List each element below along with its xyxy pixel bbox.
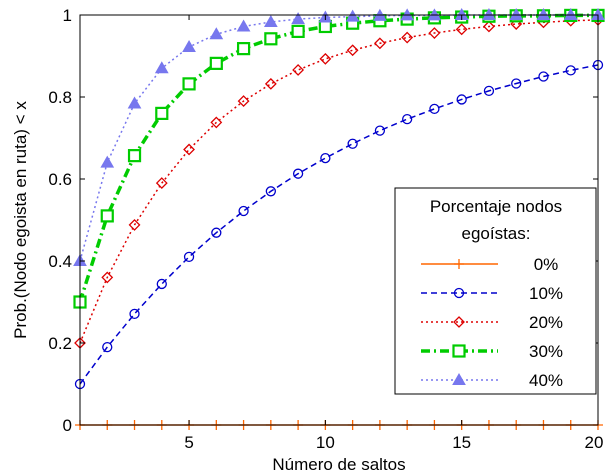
data-point bbox=[483, 20, 495, 33]
data-point bbox=[373, 37, 386, 50]
legend-label: 30% bbox=[529, 342, 563, 361]
data-point bbox=[100, 209, 114, 223]
data-point bbox=[428, 27, 441, 39]
series-line bbox=[79, 14, 598, 262]
data-point bbox=[264, 77, 277, 90]
data-point bbox=[155, 177, 168, 190]
series-circle bbox=[74, 59, 604, 390]
legend-entry: 10% bbox=[421, 284, 563, 303]
legend-label: 40% bbox=[529, 371, 563, 390]
data-point bbox=[265, 186, 276, 197]
legend-entry: 20% bbox=[421, 313, 563, 332]
data-point bbox=[101, 271, 114, 284]
data-point bbox=[347, 138, 358, 149]
data-point bbox=[563, 7, 578, 20]
data-point bbox=[263, 14, 278, 27]
data-point bbox=[210, 116, 223, 129]
data-point bbox=[456, 94, 467, 105]
legend-label: 20% bbox=[529, 313, 563, 332]
x-tick-label: 10 bbox=[316, 433, 335, 452]
data-point bbox=[183, 251, 195, 263]
data-point bbox=[102, 341, 113, 353]
data-point bbox=[211, 227, 222, 238]
legend-title-line-1: Porcentaje nodos bbox=[430, 197, 562, 216]
y-tick-label: 0.4 bbox=[48, 252, 72, 271]
data-point bbox=[236, 19, 251, 32]
legend-box bbox=[394, 187, 597, 395]
data-point bbox=[237, 95, 250, 108]
y-axis-label: Prob.(Nodo egoista en ruta) < x bbox=[11, 101, 30, 339]
legend-marker bbox=[453, 287, 465, 299]
data-point bbox=[236, 42, 251, 56]
legend-entry: 40% bbox=[421, 371, 563, 390]
y-tick-label: 0.6 bbox=[48, 170, 72, 189]
data-point bbox=[154, 61, 169, 74]
data-point bbox=[291, 24, 305, 38]
x-tick-label: 20 bbox=[585, 433, 604, 452]
x-tick-label: 15 bbox=[452, 433, 471, 452]
data-point bbox=[319, 52, 332, 65]
plot-area-frame bbox=[79, 14, 599, 426]
data-point bbox=[483, 85, 495, 96]
legend-marker bbox=[454, 259, 464, 269]
data-point bbox=[292, 64, 305, 76]
y-tick-label: 0.8 bbox=[48, 88, 72, 107]
legend-label: 10% bbox=[529, 284, 563, 303]
y-tick-label: 0.2 bbox=[48, 334, 72, 353]
legend-title-line-2: egoístas: bbox=[462, 224, 531, 243]
data-point bbox=[455, 23, 468, 36]
data-point bbox=[264, 32, 278, 46]
data-point bbox=[238, 205, 249, 217]
data-point bbox=[182, 77, 196, 91]
data-point bbox=[318, 19, 332, 34]
data-point bbox=[292, 168, 304, 179]
legend-marker bbox=[453, 316, 465, 328]
series-line bbox=[79, 64, 599, 385]
data-point bbox=[536, 7, 551, 20]
data-point bbox=[127, 149, 142, 163]
data-point bbox=[346, 44, 359, 57]
data-point bbox=[209, 56, 223, 70]
legend-marker bbox=[452, 344, 466, 358]
data-point bbox=[182, 39, 196, 52]
data-point bbox=[155, 106, 169, 121]
data-point bbox=[401, 31, 414, 44]
data-point bbox=[509, 7, 524, 20]
legend-entry: 30% bbox=[421, 342, 563, 361]
data-point bbox=[345, 9, 360, 22]
x-tick-label: 5 bbox=[184, 433, 193, 452]
data-point bbox=[374, 125, 386, 136]
data-point bbox=[129, 308, 140, 320]
data-point bbox=[183, 143, 195, 156]
data-point bbox=[320, 152, 331, 164]
data-point bbox=[100, 155, 115, 168]
data-point bbox=[565, 65, 576, 76]
legend-entry: 0% bbox=[421, 255, 558, 274]
data-point bbox=[538, 71, 549, 82]
data-point bbox=[429, 103, 440, 115]
legend-label: 0% bbox=[534, 255, 559, 274]
data-point bbox=[128, 219, 141, 231]
data-point bbox=[156, 278, 167, 290]
y-tick-label: 0 bbox=[63, 416, 72, 435]
data-point bbox=[402, 113, 413, 125]
data-point bbox=[127, 96, 142, 109]
legend-marker bbox=[452, 372, 466, 385]
y-tick-label: 1 bbox=[63, 6, 72, 25]
data-point bbox=[209, 27, 224, 40]
x-axis-label: Número de saltos bbox=[272, 455, 405, 474]
data-point bbox=[511, 78, 522, 89]
data-point bbox=[291, 12, 305, 25]
legend: Porcentaje nodos egoístas: 0% 10% 20% 30% 40… bbox=[394, 187, 597, 395]
data-point bbox=[482, 7, 496, 20]
